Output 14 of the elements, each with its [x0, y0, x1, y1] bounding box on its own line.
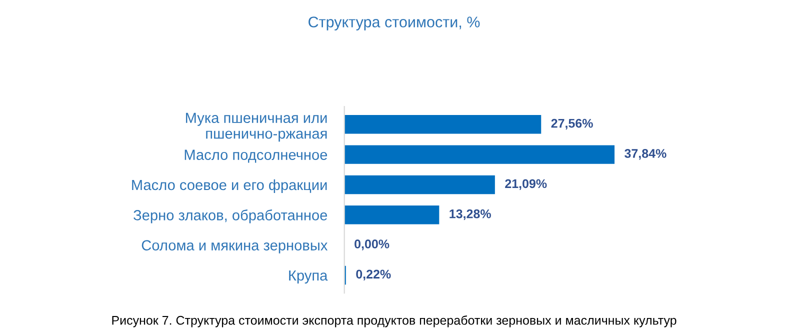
data-label: 37,84%: [624, 149, 666, 160]
chart-title: Структура стоимости, %: [308, 16, 480, 30]
data-label: 27,56%: [551, 118, 593, 130]
y-tick-label: Солома и мякина зерновых: [142, 240, 328, 254]
y-tick-label: Зерно злаков, обработанное: [134, 210, 328, 224]
y-tick-label: Масло подсолнечное: [184, 150, 328, 163]
text: Рисунок 7. Структура стоимости экспорта продуктов переработки зерновых и масличных культур: [112, 315, 676, 328]
y-tick-label: Мука пшеничная или пшенично-ржаная: [186, 112, 327, 142]
data-label: 0,00%: [354, 240, 390, 250]
y-tick-label: Масло соевое и его фракции: [132, 179, 327, 194]
data-label: 13,28%: [450, 209, 491, 220]
data-label: 21,09%: [505, 179, 547, 190]
y-tick-label: Крупа: [289, 270, 328, 284]
data-label: 0,22%: [356, 270, 391, 280]
